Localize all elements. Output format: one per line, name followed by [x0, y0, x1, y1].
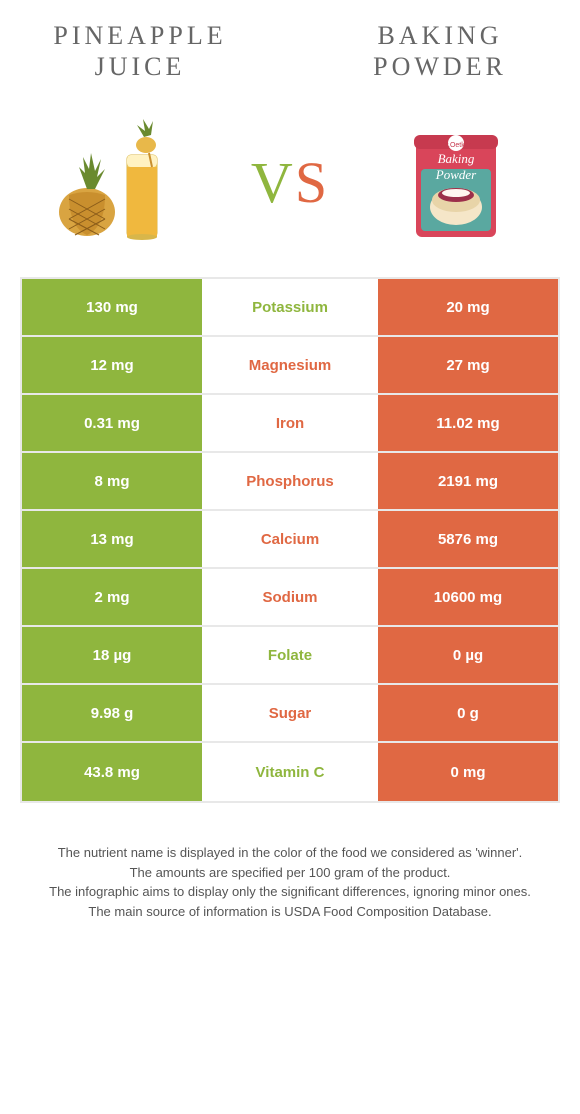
nutrient-label: Potassium — [202, 279, 378, 335]
left-title-line2: JUICE — [95, 52, 186, 81]
table-row: 0.31 mgIron11.02 mg — [22, 395, 558, 453]
table-row: 9.98 gSugar0 g — [22, 685, 558, 743]
right-title-line2: POWDER — [373, 52, 507, 81]
left-value: 12 mg — [22, 337, 202, 393]
left-value: 9.98 g — [22, 685, 202, 741]
right-value: 0 g — [378, 685, 558, 741]
table-row: 13 mgCalcium5876 mg — [22, 511, 558, 569]
footnote-1: The nutrient name is displayed in the co… — [20, 843, 560, 863]
right-value: 0 µg — [378, 627, 558, 683]
right-title: BAKING POWDER — [340, 20, 540, 82]
left-title: PINEAPPLE JUICE — [40, 20, 240, 82]
nutrient-label: Magnesium — [202, 337, 378, 393]
left-value: 8 mg — [22, 453, 202, 509]
table-row: 12 mgMagnesium27 mg — [22, 337, 558, 395]
left-value: 0.31 mg — [22, 395, 202, 451]
vs-v: V — [251, 150, 295, 215]
baking-powder-image: Baking Powder Dr.Oetker — [376, 117, 536, 247]
vs-s: S — [295, 150, 329, 215]
left-value: 130 mg — [22, 279, 202, 335]
footnotes: The nutrient name is displayed in the co… — [20, 843, 560, 921]
svg-text:Dr.Oetker: Dr.Oetker — [441, 142, 472, 149]
right-title-line1: BAKING — [377, 21, 502, 50]
svg-text:Powder: Powder — [435, 167, 477, 182]
nutrient-label: Folate — [202, 627, 378, 683]
table-row: 18 µgFolate0 µg — [22, 627, 558, 685]
images-row: VS Baking Powder Dr.Oetker — [20, 112, 560, 252]
table-row: 130 mgPotassium20 mg — [22, 279, 558, 337]
header-row: PINEAPPLE JUICE BAKING POWDER — [20, 20, 560, 82]
footnote-2: The amounts are specified per 100 gram o… — [20, 863, 560, 883]
left-value: 18 µg — [22, 627, 202, 683]
right-value: 11.02 mg — [378, 395, 558, 451]
nutrient-label: Vitamin C — [202, 743, 378, 801]
right-value: 10600 mg — [378, 569, 558, 625]
right-value: 2191 mg — [378, 453, 558, 509]
table-row: 8 mgPhosphorus2191 mg — [22, 453, 558, 511]
nutrient-label: Sugar — [202, 685, 378, 741]
pineapple-juice-image — [44, 117, 204, 247]
left-value: 13 mg — [22, 511, 202, 567]
nutrient-label: Iron — [202, 395, 378, 451]
footnote-4: The main source of information is USDA F… — [20, 902, 560, 922]
left-title-line1: PINEAPPLE — [53, 21, 226, 50]
nutrient-label: Sodium — [202, 569, 378, 625]
right-value: 27 mg — [378, 337, 558, 393]
right-value: 0 mg — [378, 743, 558, 801]
table-row: 43.8 mgVitamin C0 mg — [22, 743, 558, 801]
right-value: 20 mg — [378, 279, 558, 335]
left-value: 2 mg — [22, 569, 202, 625]
footnote-3: The infographic aims to display only the… — [20, 882, 560, 902]
nutrient-label: Calcium — [202, 511, 378, 567]
nutrition-table: 130 mgPotassium20 mg12 mgMagnesium27 mg0… — [20, 277, 560, 803]
right-value: 5876 mg — [378, 511, 558, 567]
nutrient-label: Phosphorus — [202, 453, 378, 509]
table-row: 2 mgSodium10600 mg — [22, 569, 558, 627]
vs-label: VS — [251, 149, 329, 216]
svg-text:Baking: Baking — [438, 151, 475, 166]
left-value: 43.8 mg — [22, 743, 202, 801]
